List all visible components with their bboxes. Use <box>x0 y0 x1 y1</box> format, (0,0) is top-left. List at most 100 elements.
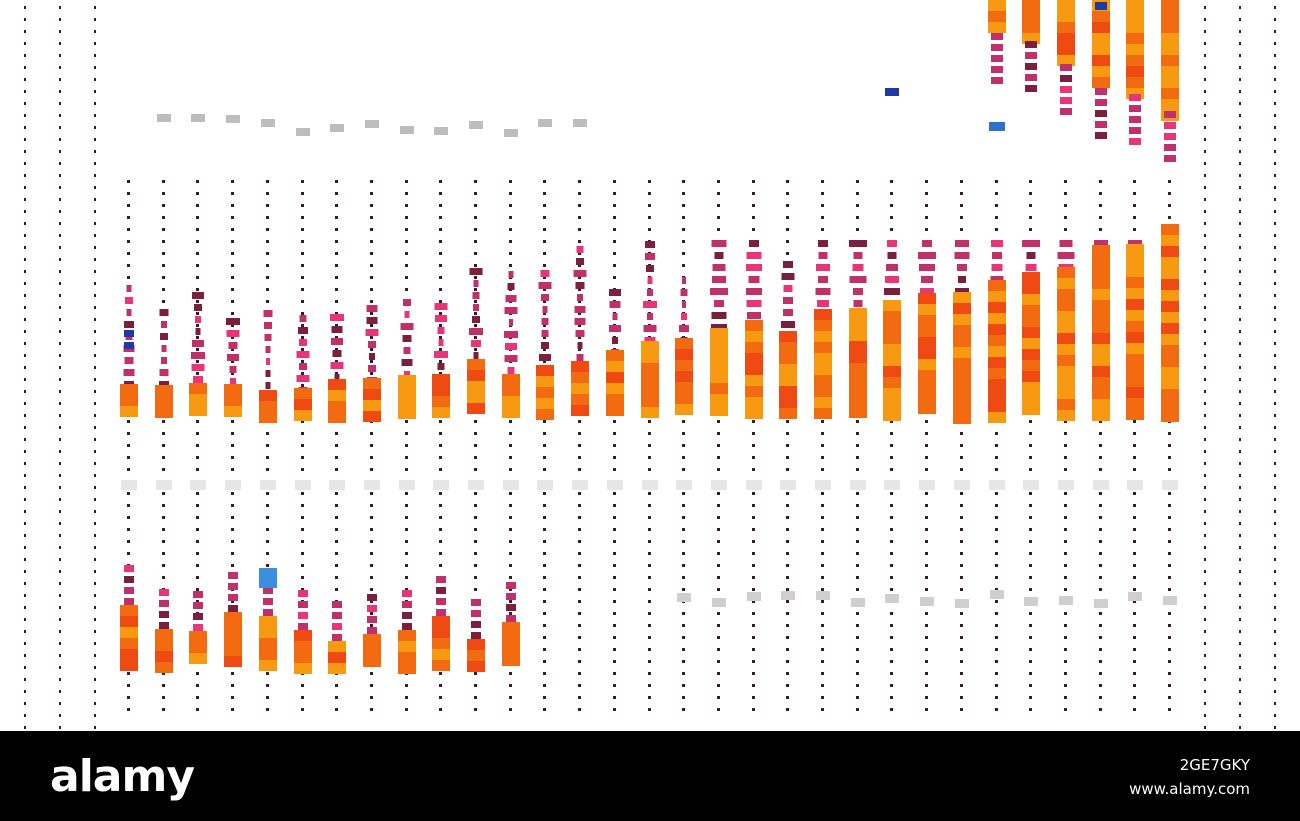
column-dot <box>231 288 234 291</box>
edge-dot <box>24 378 26 381</box>
orange-block <box>1092 311 1110 322</box>
grey-block <box>433 480 449 490</box>
orange-block <box>918 293 936 304</box>
top-orange-block <box>1161 55 1179 66</box>
column-dot <box>1099 432 1102 435</box>
edge-dot <box>94 342 96 345</box>
column-dot <box>405 684 408 687</box>
column-dot <box>1029 456 1032 459</box>
bottom-orange-block <box>294 652 312 663</box>
blue-block <box>989 122 1005 131</box>
top-orange-block <box>1057 22 1075 33</box>
column-dot <box>301 264 304 267</box>
edge-dot <box>59 642 61 645</box>
column-dot <box>543 288 546 291</box>
column-dot <box>925 528 928 531</box>
column-dot <box>578 516 581 519</box>
magenta-block <box>266 358 270 365</box>
column-dot <box>474 312 477 315</box>
column-dot <box>578 504 581 507</box>
column-dot <box>821 456 824 459</box>
column-dot <box>717 492 720 495</box>
magenta-block <box>1094 240 1108 247</box>
bottom-orange-block <box>120 627 138 638</box>
magenta-block <box>818 252 828 259</box>
column-dot <box>856 612 859 615</box>
column-dot <box>231 456 234 459</box>
column-dot <box>301 372 304 375</box>
orange-block <box>814 364 832 375</box>
orange-block <box>745 331 763 342</box>
edge-dot <box>24 726 26 729</box>
edge-dot <box>94 486 96 489</box>
column-dot <box>960 552 963 555</box>
column-dot <box>890 648 893 651</box>
top-magenta-block <box>1060 75 1072 82</box>
top-magenta-block <box>1129 105 1141 112</box>
column-dot <box>543 636 546 639</box>
column-dot <box>196 504 199 507</box>
column-dot <box>1064 624 1067 627</box>
column-dot <box>1168 492 1171 495</box>
column-dot <box>856 696 859 699</box>
column-dot <box>856 576 859 579</box>
column-dot <box>266 468 269 471</box>
magenta-block <box>504 307 518 314</box>
column-dot <box>821 684 824 687</box>
orange-block <box>1092 410 1110 421</box>
edge-dot <box>1274 546 1276 549</box>
column-dot <box>370 564 373 567</box>
edge-dot <box>1239 570 1241 573</box>
column-dot <box>786 228 789 231</box>
orange-block <box>1057 322 1075 333</box>
bottom-orange-block <box>328 641 346 652</box>
column-dot <box>717 444 720 447</box>
column-dot <box>231 216 234 219</box>
magenta-block <box>469 328 483 335</box>
edge-dot <box>1204 402 1206 405</box>
edge-dot <box>59 462 61 465</box>
top-orange-block <box>1126 88 1144 99</box>
column-dot <box>682 432 685 435</box>
orange-block <box>641 407 659 418</box>
top-orange-block <box>1057 33 1075 44</box>
edge-dot <box>24 402 26 405</box>
column-dot <box>1133 648 1136 651</box>
column-dot <box>1029 468 1032 471</box>
magenta-block <box>230 378 236 385</box>
column-dot <box>405 588 408 591</box>
orange-block <box>467 359 485 370</box>
orange-block <box>710 350 728 361</box>
column-dot <box>162 180 165 183</box>
column-dot <box>439 528 442 531</box>
magenta-block <box>227 354 239 361</box>
blue-block <box>1095 2 1107 10</box>
column-dot <box>821 432 824 435</box>
column-dot <box>995 216 998 219</box>
column-dot <box>543 468 546 471</box>
column-dot <box>127 228 130 231</box>
column-dot <box>1029 576 1032 579</box>
column-dot <box>613 708 616 711</box>
orange-block <box>1057 289 1075 300</box>
column-dot <box>960 492 963 495</box>
edge-dot <box>24 42 26 45</box>
magenta-block <box>159 309 169 316</box>
column-dot <box>717 528 720 531</box>
watermark-bar: alamy 2GE7GKY www.alamy.com <box>0 731 1300 821</box>
edge-dot <box>94 642 96 645</box>
column-dot <box>682 192 685 195</box>
column-dot <box>405 552 408 555</box>
magenta-block <box>541 294 549 301</box>
edge-dot <box>59 630 61 633</box>
column-dot <box>370 252 373 255</box>
column-dot <box>890 696 893 699</box>
column-dot <box>613 576 616 579</box>
column-dot <box>925 180 928 183</box>
column-dot <box>509 504 512 507</box>
edge-dot <box>94 294 96 297</box>
orange-block <box>849 396 867 407</box>
column-dot <box>196 564 199 567</box>
column-dot <box>1099 576 1102 579</box>
edge-dot <box>59 126 61 129</box>
